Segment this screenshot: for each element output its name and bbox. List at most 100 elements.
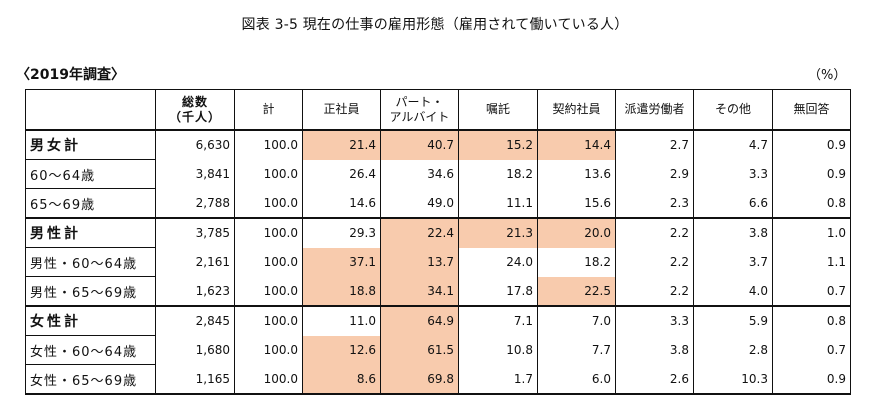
table-cell: 100.0: [234, 159, 303, 189]
table-cell: 17.8: [458, 276, 538, 307]
table-cell: 20.0: [537, 217, 616, 248]
header-other: その他: [693, 89, 773, 131]
table-cell: 2.9: [615, 159, 694, 189]
table-cell: 3.3: [615, 305, 694, 336]
table-cell: 0.8: [772, 188, 851, 219]
table-cell: 4.0: [693, 276, 773, 307]
row-label: 60～64歳: [25, 159, 156, 189]
table-row: 60～64歳 3,841 100.0 26.4 34.6 18.2 13.6 2.9 3.3 0.…: [25, 159, 851, 189]
header-reemployed: 嘱託: [458, 89, 538, 131]
table-cell: 29.3: [302, 217, 381, 248]
table-cell: 7.0: [537, 305, 616, 336]
table-cell: 10.3: [693, 364, 773, 395]
table-cell: 26.4: [302, 159, 381, 189]
row-label: 女性計: [25, 305, 156, 336]
table-cell: 2.2: [615, 276, 694, 307]
table-cell: 3,841: [155, 159, 235, 189]
table-cell: 0.9: [772, 129, 851, 160]
table-cell: 13.7: [380, 247, 459, 277]
table-cell: 69.8: [380, 364, 459, 395]
table-cell: 0.9: [772, 364, 851, 395]
table-cell: 34.6: [380, 159, 459, 189]
table-cell: 2,788: [155, 188, 235, 219]
table-cell: 11.0: [302, 305, 381, 336]
table-cell: 18.2: [537, 247, 616, 277]
table-cell: 49.0: [380, 188, 459, 219]
row-label: 65～69歳: [25, 188, 156, 219]
table-cell: 15.2: [458, 129, 538, 160]
survey-year-label: 〈2019年調査〉: [16, 67, 125, 83]
table-row: 女性・60～64歳 1,680 100.0 12.6 61.5 10.8 7.7 3.8 2.8…: [25, 335, 851, 365]
table-cell: 1.1: [772, 247, 851, 277]
unit-label: （%）: [808, 68, 847, 83]
table-row: 男女計 6,630 100.0 21.4 40.7 15.2 14.4 2.7 4.7 0.9: [25, 129, 851, 160]
table-cell: 0.9: [772, 159, 851, 189]
table-cell: 1,165: [155, 364, 235, 395]
table-cell: 40.7: [380, 129, 459, 160]
employment-type-table: 総数 （千人） 計 正社員 パート・ アルバイト 嘱託 契約社員 派遣労働者 そ…: [25, 89, 851, 395]
table-cell: 34.1: [380, 276, 459, 307]
table-cell: 4.7: [693, 129, 773, 160]
table-cell: 11.1: [458, 188, 538, 219]
table-cell: 0.7: [772, 335, 851, 365]
table-cell: 0.8: [772, 305, 851, 336]
table-row: 男性・60～64歳 2,161 100.0 37.1 13.7 24.0 18.2 2.2 3.…: [25, 247, 851, 277]
header-part-time: パート・ アルバイト: [380, 89, 459, 131]
header-sum: 計: [234, 89, 303, 131]
row-label: 男性・65～69歳: [25, 276, 156, 307]
header-no-answer: 無回答: [772, 89, 851, 131]
table-cell: 3.3: [693, 159, 773, 189]
row-label: 女性・60～64歳: [25, 335, 156, 365]
table-cell: 3.7: [693, 247, 773, 277]
figure-title: 図表 3-5 現在の仕事の雇用形態（雇用されて働いている人）: [241, 17, 629, 33]
table-cell: 100.0: [234, 129, 303, 160]
table-cell: 21.4: [302, 129, 381, 160]
table-cell: 24.0: [458, 247, 538, 277]
table-cell: 22.4: [380, 217, 459, 248]
table-cell: 2.6: [615, 364, 694, 395]
table-row: 男性・65～69歳 1,623 100.0 18.8 34.1 17.8 22.5 2.2 4.…: [25, 276, 851, 307]
row-label: 女性・65～69歳: [25, 364, 156, 395]
table-cell: 3,785: [155, 217, 235, 248]
table-cell: 2.2: [615, 217, 694, 248]
header-row: 総数 （千人） 計 正社員 パート・ アルバイト 嘱託 契約社員 派遣労働者 そ…: [25, 89, 851, 131]
table-cell: 100.0: [234, 247, 303, 277]
table-cell: 37.1: [302, 247, 381, 277]
table-row: 男性計 3,785 100.0 29.3 22.4 21.3 20.0 2.2 3.8 1.0: [25, 217, 851, 248]
table-cell: 100.0: [234, 305, 303, 336]
table-cell: 2.2: [615, 247, 694, 277]
row-label: 男性計: [25, 217, 156, 248]
table-cell: 6.0: [537, 364, 616, 395]
table-cell: 5.9: [693, 305, 773, 336]
table-cell: 6,630: [155, 129, 235, 160]
table-cell: 1.0: [772, 217, 851, 248]
header-total-count: 総数 （千人）: [155, 89, 235, 131]
table-row: 女性計 2,845 100.0 11.0 64.9 7.1 7.0 3.3 5.9 0.8: [25, 305, 851, 336]
table-cell: 2.8: [693, 335, 773, 365]
table-cell: 61.5: [380, 335, 459, 365]
table-cell: 100.0: [234, 364, 303, 395]
table-cell: 6.6: [693, 188, 773, 219]
table-cell: 21.3: [458, 217, 538, 248]
table-cell: 100.0: [234, 276, 303, 307]
table-cell: 13.6: [537, 159, 616, 189]
table-cell: 3.8: [693, 217, 773, 248]
table-cell: 100.0: [234, 188, 303, 219]
header-dispatched-worker: 派遣労働者: [615, 89, 694, 131]
table-cell: 2,845: [155, 305, 235, 336]
row-label: 男女計: [25, 129, 156, 160]
table-cell: 3.8: [615, 335, 694, 365]
table-cell: 1,623: [155, 276, 235, 307]
table-cell: 2,161: [155, 247, 235, 277]
table-cell: 1.7: [458, 364, 538, 395]
header-category: [25, 89, 156, 131]
table-row: 女性・65～69歳 1,165 100.0 8.6 69.8 1.7 6.0 2.6 10.3 0…: [25, 364, 851, 395]
row-label: 男性・60～64歳: [25, 247, 156, 277]
table-cell: 22.5: [537, 276, 616, 307]
table-cell: 2.3: [615, 188, 694, 219]
table-cell: 14.6: [302, 188, 381, 219]
table-cell: 18.8: [302, 276, 381, 307]
table-cell: 64.9: [380, 305, 459, 336]
table-cell: 7.1: [458, 305, 538, 336]
table-row: 65～69歳 2,788 100.0 14.6 49.0 11.1 15.6 2.3 6.6 0.…: [25, 188, 851, 219]
